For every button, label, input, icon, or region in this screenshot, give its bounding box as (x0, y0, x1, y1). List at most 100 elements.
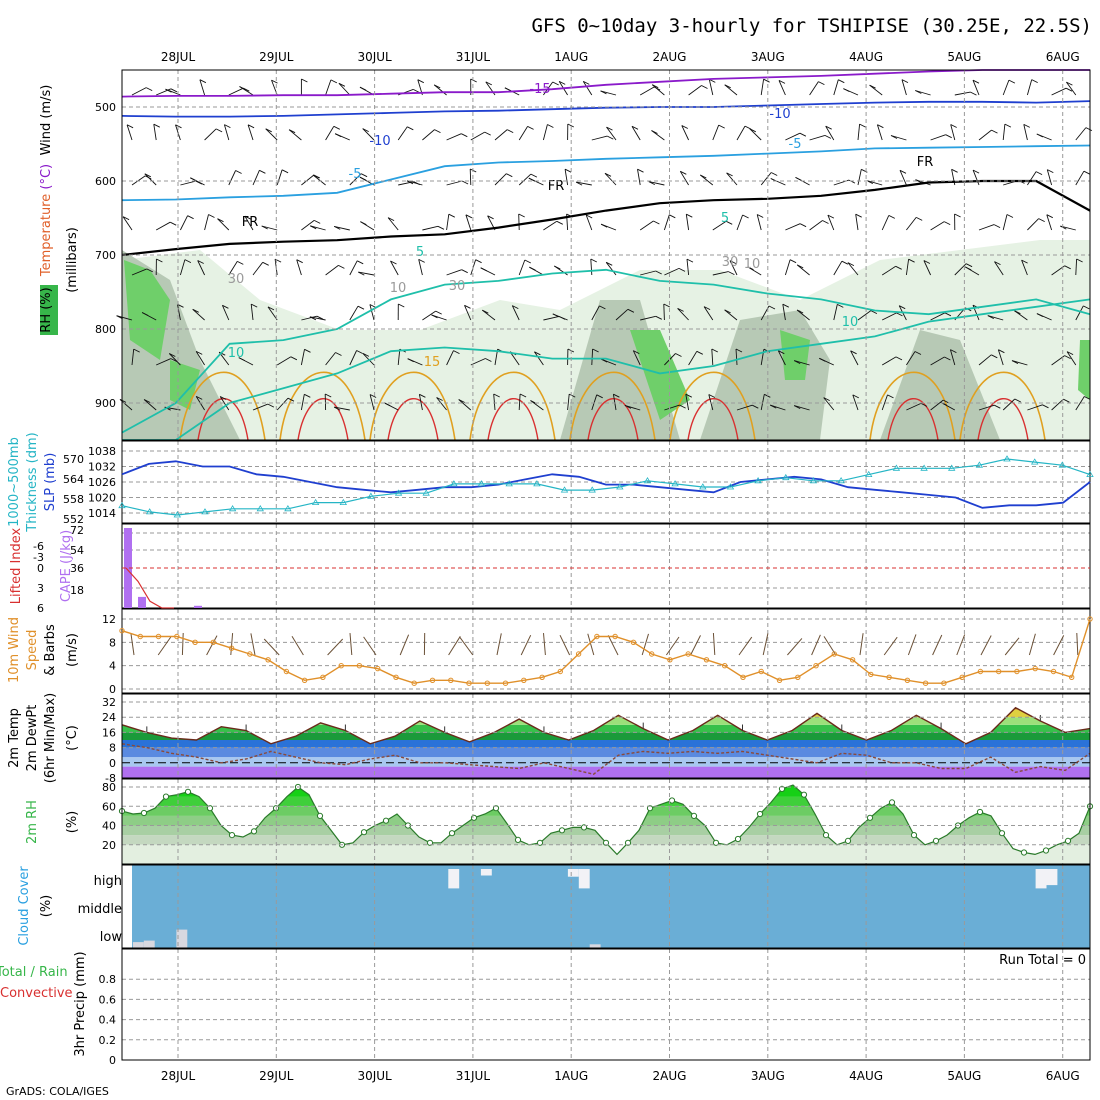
rh-shade (880, 330, 1000, 440)
wind-barb-flag (436, 397, 443, 401)
wind-barb-flag (819, 357, 826, 362)
rh-marker (866, 814, 874, 821)
wind-barb-flag (769, 404, 777, 409)
thickness-marker (311, 498, 320, 505)
precip-panel: Run Total = 0 0.8 0.6 0.4 0.2 0 Total / Rain Co… (0, 948, 1091, 1067)
rh-marker (624, 839, 632, 846)
wind-speed-marker (1014, 668, 1020, 675)
wind-barb-flag (703, 306, 711, 311)
wind-barb-flag (169, 353, 176, 357)
wind-barb (712, 271, 729, 276)
wind-barb (418, 259, 423, 276)
wind-barb-flag (1047, 169, 1054, 174)
contour-label: -10 (769, 107, 790, 122)
cloud-high-bar (448, 869, 460, 889)
wind-barb-flag (768, 305, 776, 310)
contour-label: FR (242, 215, 259, 230)
wind-barb (866, 180, 883, 186)
tick-label: 60 (102, 800, 116, 813)
wind-barb (664, 267, 680, 276)
wind-barb (876, 124, 883, 141)
wind-barb-flag (518, 213, 525, 218)
wind-barb-10m (762, 633, 769, 656)
wind-barb (700, 174, 714, 186)
wind-barb (470, 358, 486, 366)
tick-label: 4 (109, 660, 116, 673)
wind-barb (204, 128, 217, 141)
wind-barb (809, 220, 823, 231)
upper-air-panel: -15 -10 -10 -5 -5 FR FR FR 5 5 10 10 15 30 30 30 10 10 500… (39, 69, 1093, 441)
wind-barb-flag (169, 221, 177, 226)
wind-barb-flag (524, 259, 532, 264)
wind-barb-10m (1053, 635, 1065, 656)
wind-barb (881, 394, 888, 411)
wind-barb (624, 404, 641, 411)
wind-barb-flag (304, 348, 311, 353)
thickness-marker (920, 464, 928, 471)
date-label-top: 1AUG (554, 50, 588, 64)
wind-barb-10m (157, 636, 172, 656)
wind-barb-flag (512, 305, 519, 310)
wind-barb-10m (859, 633, 864, 656)
wind-barb (362, 128, 375, 141)
wind-barb (511, 305, 520, 321)
date-label-bottom: 5AUG (947, 1069, 981, 1083)
wind-barb (338, 82, 351, 96)
wind-barb-flag (1066, 351, 1074, 356)
date-label-top: 30JUL (357, 50, 392, 64)
wind-barb (446, 180, 463, 186)
wind-barb (729, 260, 738, 276)
wind-barb-flag (487, 215, 494, 220)
wind-barb-flag (944, 356, 951, 361)
wind-barb-flag (383, 402, 391, 407)
wind-speed-marker (119, 628, 125, 634)
thickness-marker (450, 480, 458, 487)
wind-barb (651, 84, 665, 96)
wind-barb (950, 124, 956, 141)
wind-barb (223, 124, 230, 141)
wind-barb-flag (1083, 170, 1091, 175)
axis-label: 2m DewPt (25, 705, 40, 772)
wind-barb-flag (527, 125, 534, 130)
wind-barb-flag (262, 261, 269, 266)
slp-thickness-panel: 570 564 558 552 1038 1032 1026 1020 1014 1000~500… (7, 432, 1094, 533)
wind-barb-flag (901, 79, 909, 84)
wind-barb (612, 394, 617, 411)
axis-label: Wind (m/s) (39, 85, 54, 156)
wind-barb (228, 261, 238, 276)
wind-barb-flag (869, 84, 876, 89)
wind-barb-10m (641, 633, 649, 656)
cloud-high-bar (480, 869, 492, 876)
wind-barb-flag (219, 396, 227, 400)
temp-band (122, 740, 1090, 748)
wind-barb (850, 350, 859, 366)
cape-bar (124, 528, 132, 608)
wind-barb-flag (1031, 79, 1038, 84)
wind-barb-flag (324, 393, 332, 398)
tick-label: 54 (70, 544, 84, 557)
wind-barb-flag (1063, 398, 1070, 403)
wind-barb (1002, 214, 1008, 231)
wind-barb (334, 406, 350, 411)
wind-barb (482, 309, 496, 321)
axis-label: SLP (mb) (43, 453, 58, 512)
rh-shade (630, 330, 690, 420)
thickness-marker (947, 464, 956, 471)
wind-barb (252, 403, 269, 411)
axis-label: 1000~500mb (7, 437, 22, 527)
wind-barb-flag (1011, 360, 1019, 365)
temp-band (122, 757, 1090, 767)
date-label-top: 3AUG (751, 50, 785, 64)
wind-barb-flag (387, 217, 395, 222)
wind-barb-flag (837, 303, 844, 308)
wind-barb (760, 172, 772, 186)
wind-barb (276, 356, 292, 366)
wind-barb (857, 169, 862, 186)
wind-barb (131, 349, 135, 366)
wind-barb-flag (407, 126, 414, 131)
wind-barb-flag (1064, 265, 1071, 270)
wind-barb (465, 214, 472, 231)
wind-barb (1046, 169, 1053, 186)
wind-barb-flag (887, 394, 894, 399)
wind-barb-flag (493, 393, 500, 398)
